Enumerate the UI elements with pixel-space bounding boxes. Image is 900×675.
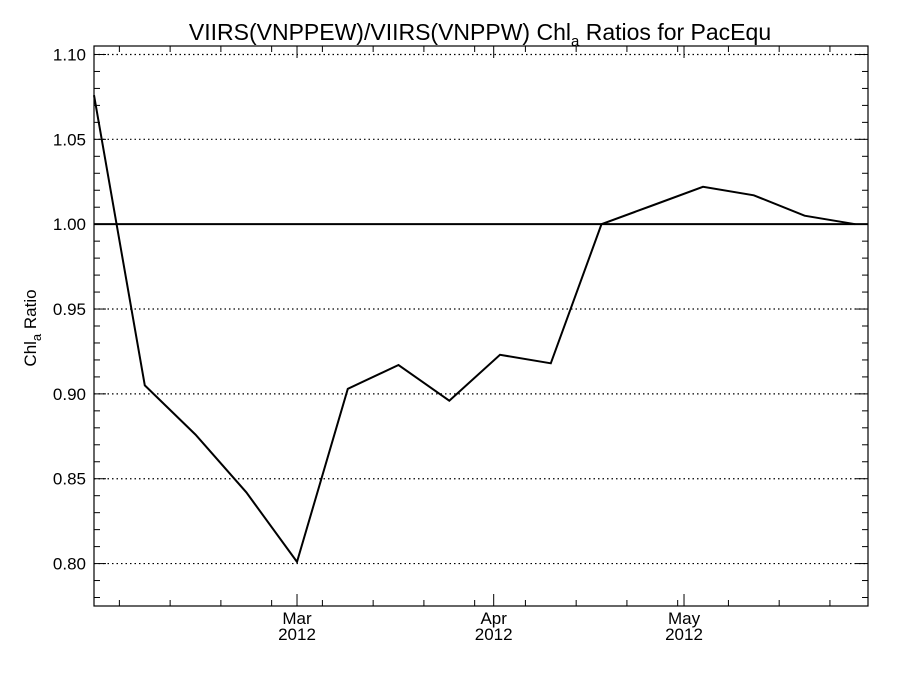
y-tick-label: 1.05 [53, 130, 86, 149]
x-tick-month-label: Apr [480, 609, 507, 628]
x-tick-year-label: 2012 [665, 625, 703, 644]
ylabel-rest: Ratio [21, 289, 40, 333]
y-tick-label: 0.90 [53, 385, 86, 404]
plot-frame [93, 45, 869, 607]
y-tick-label: 0.80 [53, 555, 86, 574]
title-subscript: a [571, 33, 580, 50]
title-main: VIIRS(VNPPEW)/VIIRS(VNPPW) Chl [189, 19, 571, 45]
x-tick-year-label: 2012 [278, 625, 316, 644]
y-tick-label: 0.95 [53, 300, 86, 319]
x-tick-year-label: 2012 [475, 625, 513, 644]
chart-title: VIIRS(VNPPEW)/VIIRS(VNPPW) Chla Ratios f… [189, 19, 771, 50]
x-tick-month-label: Mar [282, 609, 312, 628]
y-axis-label: Chla Ratio [21, 289, 44, 366]
axis-layer: 0.800.850.900.951.001.051.10Mar2012Apr20… [53, 45, 869, 644]
y-tick-label: 0.85 [53, 470, 86, 489]
y-tick-label: 1.10 [53, 45, 86, 64]
ylabel-main: Chl [21, 341, 40, 367]
y-tick-label: 1.00 [53, 215, 86, 234]
series-line [93, 95, 856, 565]
x-tick-month-label: May [668, 609, 701, 628]
series-layer [93, 95, 856, 565]
ylabel-subscript: a [29, 333, 44, 341]
title-rest: Ratios for PacEqu [579, 19, 771, 45]
grid-layer [94, 53, 868, 565]
